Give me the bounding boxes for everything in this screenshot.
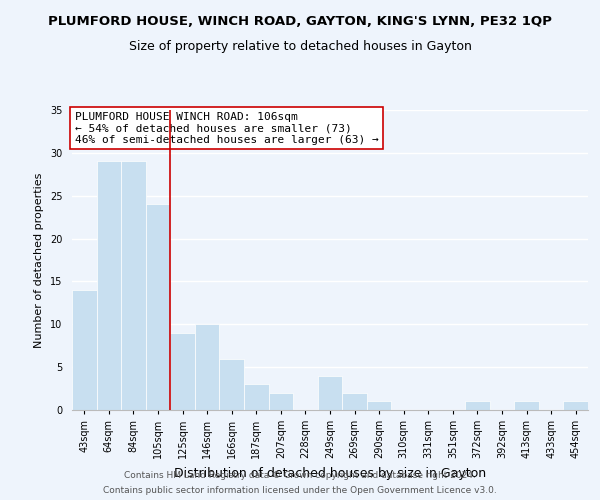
Text: Contains public sector information licensed under the Open Government Licence v3: Contains public sector information licen…: [103, 486, 497, 495]
Bar: [318, 376, 342, 410]
X-axis label: Distribution of detached houses by size in Gayton: Distribution of detached houses by size …: [174, 466, 486, 479]
Bar: [244, 384, 269, 410]
Bar: [269, 393, 293, 410]
Text: PLUMFORD HOUSE WINCH ROAD: 106sqm
← 54% of detached houses are smaller (73)
46% : PLUMFORD HOUSE WINCH ROAD: 106sqm ← 54% …: [74, 112, 379, 144]
Bar: [170, 333, 195, 410]
Bar: [563, 402, 588, 410]
Bar: [220, 358, 244, 410]
Bar: [97, 162, 121, 410]
Bar: [514, 402, 539, 410]
Bar: [465, 402, 490, 410]
Bar: [121, 162, 146, 410]
Bar: [342, 393, 367, 410]
Bar: [367, 402, 391, 410]
Y-axis label: Number of detached properties: Number of detached properties: [34, 172, 44, 348]
Text: Contains HM Land Registry data © Crown copyright and database right 2024.: Contains HM Land Registry data © Crown c…: [124, 471, 476, 480]
Bar: [72, 290, 97, 410]
Bar: [146, 204, 170, 410]
Bar: [195, 324, 220, 410]
Text: PLUMFORD HOUSE, WINCH ROAD, GAYTON, KING'S LYNN, PE32 1QP: PLUMFORD HOUSE, WINCH ROAD, GAYTON, KING…: [48, 15, 552, 28]
Text: Size of property relative to detached houses in Gayton: Size of property relative to detached ho…: [128, 40, 472, 53]
